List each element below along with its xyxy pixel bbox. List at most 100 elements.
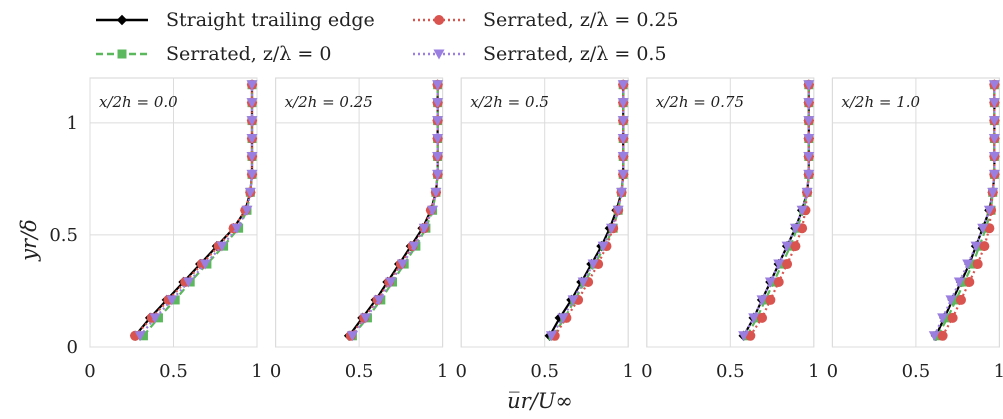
data-point [360,313,372,324]
data-point [617,134,629,145]
data-point [246,116,258,127]
data-point [928,331,940,342]
data-point [765,294,776,305]
data-point [801,187,813,198]
data-point [937,313,949,324]
data-point [803,98,815,109]
data-point [346,331,358,342]
x-tick-label: 0.5 [159,361,188,382]
data-point [577,277,589,288]
series-line [749,84,810,337]
data-point [432,134,444,145]
y-tick-label: 1 [67,113,78,134]
x-tick-label: 1 [437,361,448,382]
data-point [170,295,180,305]
x-tick-label: 0 [84,361,95,382]
data-point [983,205,995,216]
x-tick-label: 0 [827,361,838,382]
legend-label: Serrated, z/λ = 0.5 [483,43,667,65]
data-point [756,295,768,306]
data-point [385,277,397,288]
panel-3: 0 0.5 1 x/2h = 0.5 [455,77,634,382]
panel-1: 00 0.5 0.5 1 1 x/2h = 0.0 [49,77,263,382]
x-tick-label: 1 [994,361,1003,382]
data-point [617,98,629,109]
y-tick-label: 0.5 [49,225,78,246]
data-point [964,276,975,287]
series-serrated-z-0-5 [738,80,815,342]
legend-marker-square [117,49,127,59]
x-tick-label: 1 [622,361,633,382]
data-point [231,223,243,234]
data-point [988,151,1000,162]
series-line [349,84,439,337]
panel-5: 0 0.5 1 x/2h = 1.0 [827,77,1003,382]
data-point [166,295,178,306]
x-tick-label: 0 [270,361,281,382]
data-point [773,259,785,270]
data-point [397,259,409,270]
data-point [427,205,439,216]
panel-title: x/2h = 0.75 [656,93,744,111]
data-point [616,187,628,198]
data-point [988,169,1000,180]
data-point [803,80,815,91]
series-line [933,84,996,337]
data-point [432,98,444,109]
y-tick-label: 0 [67,337,78,358]
panel-4: 0 0.5 1 x/2h = 0.75 [641,77,820,382]
data-point [974,241,984,251]
y-axis-label: yr/δ [17,219,41,262]
panel-2: 0 0.5 1 x/2h = 0.25 [270,77,448,382]
data-point [241,205,253,216]
data-point [782,259,793,270]
panel-title: x/2h = 0.5 [470,93,549,111]
data-point [246,169,258,180]
series-serrated-z-0-5 [928,80,1000,342]
data-point [418,223,430,234]
data-point [803,134,815,145]
data-point [803,116,815,127]
data-point [748,313,760,324]
data-point [612,205,624,216]
data-point [968,259,978,269]
data-point [153,313,163,323]
series-line [550,84,625,337]
data-point [244,187,256,198]
series-line [134,84,254,337]
data-point [432,80,444,91]
data-point [947,312,958,323]
data-point [430,187,442,198]
x-tick-label: 0 [641,361,652,382]
data-point [773,276,784,287]
data-point [987,187,999,198]
data-point [988,80,1000,91]
data-point [785,241,795,251]
legend-item-straight-trailing-edge: Straight trailing edge [96,9,375,31]
data-point [567,295,579,306]
series-serrated-z-0-5 [545,80,629,342]
data-point [557,313,569,324]
x-tick-label: 1 [808,361,819,382]
data-point [959,277,969,287]
data-point [790,241,801,252]
x-axis-label: u̅r/U∞ [507,389,573,413]
x-tick-label: 0.5 [530,361,559,382]
series-line [742,84,810,337]
data-point [945,295,957,306]
data-point [943,313,953,323]
legend-label: Serrated, z/λ = 0.25 [483,9,679,31]
data-point [988,98,1000,109]
data-point [606,223,617,234]
data-point [738,331,750,342]
data-point [408,241,420,252]
legend-marker-circle [434,15,444,25]
data-point [432,116,444,127]
data-point [796,205,808,216]
data-point [554,312,565,324]
data-point [246,151,258,162]
data-point [432,169,444,180]
data-point [937,330,948,341]
